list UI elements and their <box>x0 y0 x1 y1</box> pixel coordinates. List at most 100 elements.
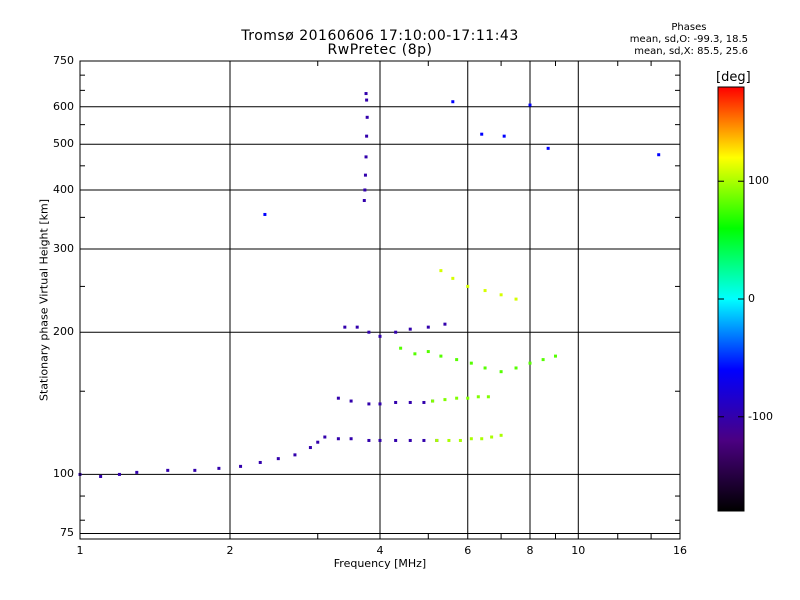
data-point <box>455 358 459 362</box>
data-point <box>451 276 455 280</box>
data-point <box>367 438 371 442</box>
data-point <box>499 433 503 437</box>
data-point <box>408 400 412 404</box>
data-point <box>469 361 473 365</box>
data-point <box>408 327 412 331</box>
data-point <box>451 100 455 104</box>
data-point <box>362 199 366 203</box>
phase-stats-o: mean, sd,O: -99.3, 18.5 <box>629 34 748 45</box>
data-point <box>553 354 557 358</box>
x-tick-label: 16 <box>673 544 687 557</box>
data-point <box>378 402 382 406</box>
data-point <box>258 460 262 464</box>
x-tick-label: 10 <box>571 544 586 557</box>
data-point <box>431 399 435 403</box>
x-tick-label: 2 <box>226 544 234 557</box>
data-point <box>480 132 484 136</box>
data-point <box>365 98 369 102</box>
data-point <box>528 103 532 107</box>
data-point <box>483 289 487 293</box>
y-tick-label: 300 <box>53 242 74 255</box>
y-tick-label: 500 <box>53 137 74 151</box>
data-point <box>469 437 473 441</box>
data-point <box>217 466 221 470</box>
data-point <box>466 396 470 400</box>
data-point <box>528 361 532 365</box>
data-point <box>367 402 371 406</box>
data-point <box>455 396 459 400</box>
data-point <box>349 437 353 441</box>
data-point <box>426 350 430 354</box>
colorbar-tick-label: 0 <box>748 292 755 305</box>
data-point <box>365 115 369 119</box>
data-point <box>476 395 480 399</box>
data-point <box>378 438 382 442</box>
data-point <box>502 134 506 138</box>
data-point <box>541 358 545 362</box>
y-axis-label: Stationary phase Virtual Height [km] <box>37 198 51 402</box>
data-point <box>443 322 447 326</box>
data-point <box>364 155 368 159</box>
data-point <box>367 330 371 334</box>
data-point <box>499 370 503 374</box>
y-tick-label: 750 <box>53 54 74 67</box>
data-points <box>78 92 661 478</box>
series-7 <box>439 269 518 301</box>
data-point <box>422 400 426 404</box>
x-tick-label: 4 <box>376 544 384 557</box>
data-point <box>365 134 369 138</box>
data-point <box>336 437 340 441</box>
data-point <box>435 438 439 442</box>
series-3 <box>336 396 435 406</box>
data-point <box>408 438 412 442</box>
x-axis-label: Frequency [MHz] <box>333 557 427 570</box>
data-point <box>355 325 359 329</box>
data-point <box>394 400 398 404</box>
chart-subtitle: RwPretec (8p) <box>327 42 433 58</box>
data-point <box>486 395 490 399</box>
data-point <box>308 446 312 450</box>
data-point <box>514 366 518 370</box>
data-point <box>99 474 103 478</box>
data-point <box>399 346 403 350</box>
series-6 <box>399 346 557 374</box>
phase-stats-title: Phases <box>671 22 707 33</box>
data-point <box>657 153 661 157</box>
data-point <box>439 354 443 358</box>
data-point <box>363 173 367 177</box>
data-point <box>364 92 368 96</box>
series-0 <box>78 440 320 478</box>
data-point <box>394 438 398 442</box>
plot-frame <box>79 60 681 540</box>
data-point <box>117 472 121 476</box>
data-point <box>546 146 550 150</box>
y-tick-label: 75 <box>60 526 74 540</box>
data-point <box>239 464 243 468</box>
data-point <box>422 438 426 442</box>
data-point <box>336 396 340 400</box>
series-5 <box>343 322 447 338</box>
data-point <box>483 366 487 370</box>
data-point <box>378 334 382 338</box>
x-tick-label: 1 <box>76 544 84 557</box>
series-8 <box>362 92 369 203</box>
series-9 <box>263 100 661 216</box>
data-point <box>480 437 484 441</box>
data-point <box>499 293 503 297</box>
data-point <box>349 399 353 403</box>
series-4 <box>431 395 490 403</box>
data-point <box>394 330 398 334</box>
colorbar-label: [deg] <box>716 70 751 85</box>
y-tick-label: 200 <box>53 325 74 339</box>
chart-title: Tromsø 20160606 17:10:00-17:11:43 <box>241 28 519 44</box>
data-point <box>343 325 347 329</box>
data-point <box>193 468 197 472</box>
y-tick-label: 100 <box>53 467 74 481</box>
grid-lines <box>80 61 680 539</box>
data-point <box>316 440 320 444</box>
x-tick-label: 6 <box>464 544 472 557</box>
data-point <box>458 438 462 442</box>
data-point <box>276 457 280 461</box>
colorbar-tick-label: 100 <box>748 174 769 188</box>
